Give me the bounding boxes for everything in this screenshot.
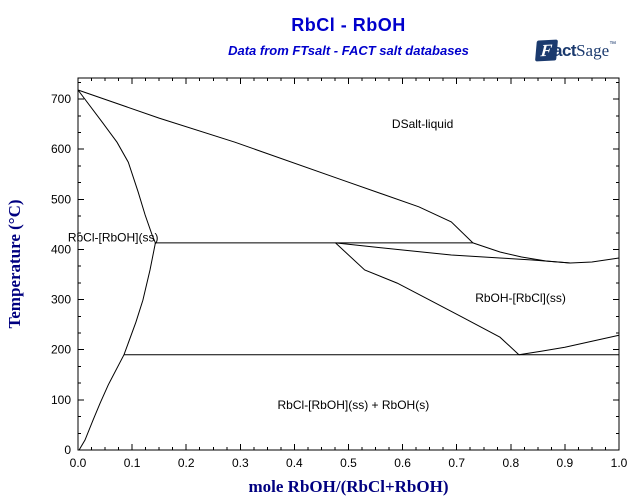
- x-tick-label: 0.0: [70, 456, 87, 470]
- y-tick-label: 400: [51, 242, 71, 256]
- x-tick-label: 0.9: [557, 456, 574, 470]
- plot-frame: [77, 77, 620, 451]
- rboh-liquidus-curve: [472, 242, 620, 264]
- chart-title: RbCl - RbOH: [291, 15, 406, 35]
- rboh-solidus-curve: [335, 242, 571, 264]
- y-tick-label: 300: [51, 293, 71, 307]
- factsage-logo-act-text: act: [553, 41, 577, 60]
- x-tick-label: 0.1: [124, 456, 141, 470]
- y-tick-label: 0: [64, 443, 71, 457]
- factsage-logo-sage-text: Sage: [576, 41, 610, 60]
- rboh-transition-boundary-curve: [518, 334, 620, 356]
- rboh-solvus-curve: [335, 242, 520, 356]
- y-tick-label: 600: [51, 142, 71, 156]
- x-tick-label: 0.5: [340, 456, 357, 470]
- region-label: RbCl-[RbOH](ss): [68, 230, 159, 244]
- region-label: DSalt-liquid: [392, 117, 453, 131]
- rbcl-solvus-curve: [78, 242, 156, 451]
- x-tick-label: 0.7: [448, 456, 465, 470]
- region-label: RbOH-[RbCl](ss): [475, 291, 566, 305]
- chart-subtitle: Data from FTsalt - FACT salt databases: [228, 43, 469, 58]
- chart-header: RbCl - RbOH Data from FTsalt - FACT salt…: [78, 15, 619, 58]
- factsage-logo-trademark: ™: [609, 41, 617, 48]
- rbcl-liquidus-curve: [77, 89, 474, 244]
- x-tick-label: 0.2: [178, 456, 195, 470]
- y-tick-label: 200: [51, 343, 71, 357]
- y-tick-label: 500: [51, 192, 71, 206]
- y-axis-title: Temperature (°C): [5, 199, 24, 328]
- x-tick-label: 0.4: [286, 456, 303, 470]
- x-tick-label: 1.0: [611, 456, 628, 470]
- x-tick-label: 0.3: [232, 456, 249, 470]
- y-tick-label: 100: [51, 393, 71, 407]
- x-tick-label: 0.6: [394, 456, 411, 470]
- rbcl-solidus-curve: [77, 89, 156, 244]
- x-tick-label: 0.8: [502, 456, 519, 470]
- y-tick-label: 700: [51, 92, 71, 106]
- x-axis-title: mole RbOH/(RbCl+RbOH): [249, 477, 449, 496]
- region-label: RbCl-[RbOH](ss) + RbOH(s): [278, 398, 430, 412]
